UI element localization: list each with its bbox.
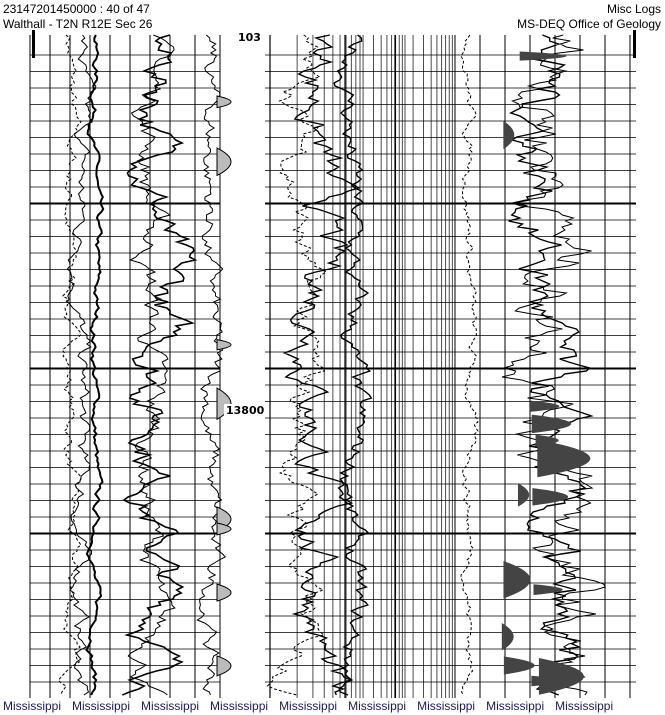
log-curve — [282, 34, 361, 696]
shaded-interval — [216, 339, 232, 351]
shaded-interval — [216, 522, 232, 536]
shaded-interval — [503, 656, 535, 675]
log-curve — [501, 34, 607, 696]
shaded-interval — [538, 657, 584, 695]
shaded-interval — [501, 623, 514, 651]
header-right: Misc Logs MS-DEQ Office of Geology — [517, 2, 661, 32]
shaded-interval — [517, 483, 530, 507]
shaded-interval — [532, 488, 569, 506]
shaded-interval — [503, 561, 531, 599]
well-id-page: 23147201450000 : 40 of 47 — [3, 2, 150, 16]
shaded-interval — [533, 584, 563, 596]
watermark-text: Mississippi — [555, 699, 614, 713]
shaded-interval — [216, 95, 232, 109]
log-curve — [57, 34, 82, 696]
log-curve — [333, 34, 373, 696]
shaded-interval — [530, 400, 560, 412]
watermark-text: Mississippi — [210, 699, 269, 713]
shaded-interval — [531, 675, 565, 687]
log-curve — [127, 34, 176, 696]
watermark-text: Mississippi — [348, 699, 407, 713]
footer-watermark: Mississippi Mississippi Mississippi Mississ… — [3, 699, 624, 713]
well-location: Walthall - T2N R12E Sec 26 — [3, 17, 153, 31]
log-curve — [266, 34, 328, 696]
watermark-text: Mississippi — [279, 699, 338, 713]
log-type: Misc Logs — [606, 2, 661, 16]
watermark-text: Mississippi — [486, 699, 545, 713]
log-curve — [196, 34, 226, 696]
watermark-text: Mississippi — [3, 699, 62, 713]
shaded-interval — [519, 51, 567, 61]
track-marker — [32, 30, 35, 58]
log-curve — [85, 34, 105, 696]
shaded-interval — [531, 414, 572, 434]
shaded-interval — [216, 147, 232, 177]
shaded-interval — [503, 120, 515, 150]
shaded-interval — [216, 583, 232, 602]
shaded-interval — [216, 655, 232, 677]
watermark-text: Mississippi — [417, 699, 476, 713]
track-marker — [633, 30, 636, 58]
well-log-image — [29, 30, 636, 698]
log-curve — [121, 34, 198, 696]
watermark-text: Mississippi — [72, 699, 131, 713]
watermark-text: Mississippi — [141, 699, 200, 713]
header-left: 23147201450000 : 40 of 47 Walthall - T2N… — [3, 2, 152, 32]
shaded-interval — [537, 439, 591, 478]
agency: MS-DEQ Office of Geology — [517, 17, 661, 31]
log-curve — [460, 34, 479, 696]
depth-label-top: 103 — [236, 31, 263, 44]
log-curve — [66, 34, 97, 696]
log-curve — [508, 34, 594, 696]
depth-label-13800: 13800 — [224, 404, 267, 417]
